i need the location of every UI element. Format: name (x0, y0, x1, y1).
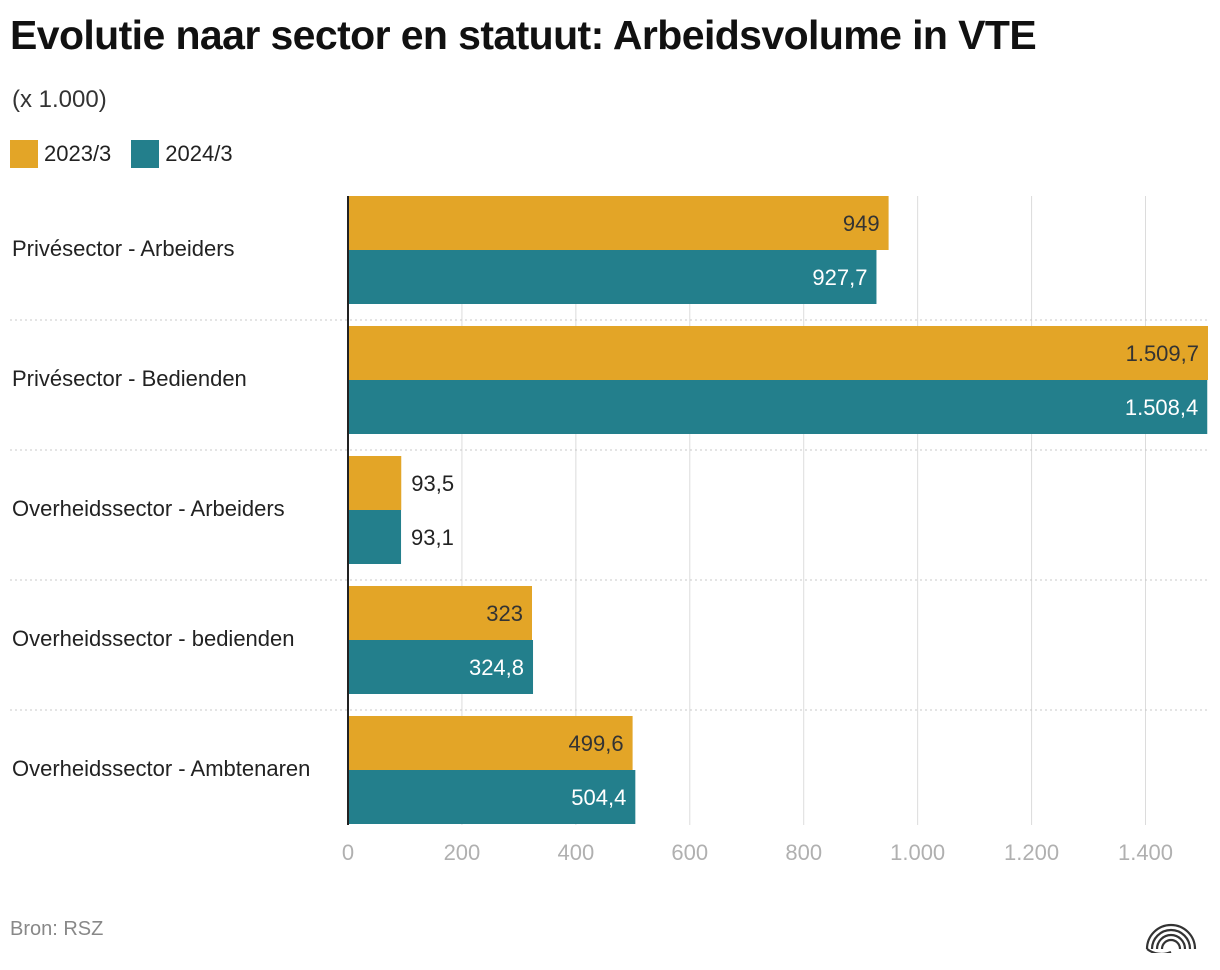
category-label: Privésector - Bedienden (12, 366, 247, 391)
data-label: 949 (843, 211, 880, 236)
x-tick-label: 400 (558, 840, 595, 865)
legend-item-2023: 2023/3 (10, 140, 111, 168)
x-tick-label: 800 (785, 840, 822, 865)
bar (348, 250, 877, 304)
x-tick-label: 1.000 (890, 840, 945, 865)
legend-swatch-2024 (131, 140, 160, 168)
bar-chart: 0 200 400 600 800 1.000 1.200 1.400 Privésector … (10, 196, 1210, 865)
x-tick-label: 0 (342, 840, 354, 865)
bar (348, 586, 532, 640)
data-label: 499,6 (569, 731, 624, 756)
bar (348, 770, 636, 824)
x-tick-label: 1.400 (1118, 840, 1173, 865)
data-label: 927,7 (812, 265, 867, 290)
chart-subtitle: (x 1.000) (12, 86, 107, 113)
bar (348, 510, 402, 564)
legend: 2023/3 2024/3 (10, 140, 253, 168)
bar (348, 326, 1208, 380)
legend-label-2024: 2024/3 (165, 141, 233, 166)
legend-item-2024: 2024/3 (131, 140, 233, 168)
category-label: Overheidssector - Ambtenaren (12, 756, 310, 781)
data-label: 93,5 (411, 471, 454, 496)
data-label: 323 (486, 601, 523, 626)
data-label: 93,1 (411, 525, 454, 550)
bar (348, 456, 402, 510)
chart-title: Evolutie naar sector en statuut: Arbeids… (10, 12, 1037, 58)
category-label: Privésector - Arbeiders (12, 236, 235, 261)
source-note: Bron: RSZ (10, 918, 104, 940)
data-label: 324,8 (469, 655, 524, 680)
legend-label-2023: 2023/3 (44, 141, 112, 166)
bar (348, 380, 1208, 434)
data-label: 1.508,4 (1125, 395, 1198, 420)
category-label: Overheidssector - Arbeiders (12, 496, 285, 521)
x-tick-label: 600 (671, 840, 708, 865)
bar (348, 716, 633, 770)
bar (348, 196, 889, 250)
x-tick-label: 200 (444, 840, 481, 865)
bar (348, 640, 534, 694)
publisher-logo-icon (1145, 923, 1197, 953)
category-label: Overheidssector - bedienden (12, 626, 295, 651)
legend-swatch-2023 (10, 140, 38, 168)
data-label: 1.509,7 (1126, 341, 1199, 366)
x-tick-label: 1.200 (1004, 840, 1059, 865)
data-label: 504,4 (571, 785, 626, 810)
